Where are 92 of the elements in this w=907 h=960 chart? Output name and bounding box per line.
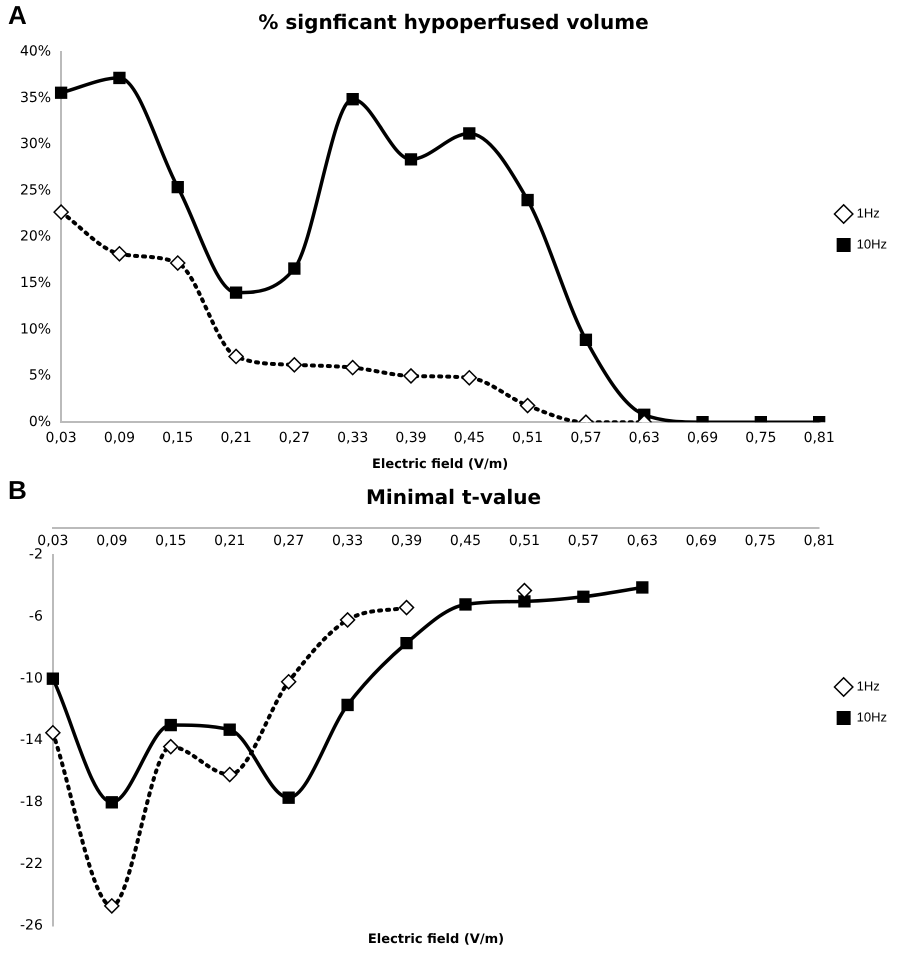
y-tick-label: -6 [28, 608, 43, 624]
x-tick-label: 0,57 [570, 430, 602, 446]
y-tick-label: -18 [20, 794, 43, 810]
y-tick-label: -10 [20, 670, 43, 686]
point [53, 204, 69, 220]
x-tick-label: 0,03 [37, 533, 68, 550]
point [340, 612, 356, 628]
point [280, 674, 296, 690]
point [282, 792, 295, 804]
y-tick-label: 5% [28, 368, 52, 384]
point [163, 738, 179, 754]
x-axis-title: Electric field (V/m) [368, 932, 504, 947]
point [404, 153, 418, 166]
x-tick-label: 0,39 [395, 430, 427, 446]
point [403, 368, 419, 384]
point [636, 581, 648, 594]
point [164, 718, 177, 732]
y-tick-label: -22 [20, 856, 43, 872]
point [172, 180, 184, 194]
point [459, 598, 472, 611]
text: B [8, 475, 27, 506]
y-tick-label: 25% [20, 182, 52, 198]
point [170, 255, 186, 271]
text: A [8, 0, 27, 30]
point [341, 698, 354, 712]
x-tick-label: 0,69 [686, 533, 717, 550]
x-tick-label: 0,27 [278, 430, 310, 446]
point [520, 398, 536, 414]
point [398, 600, 414, 616]
x-tick-label: 0,15 [162, 430, 194, 446]
x-tick-label: 0,75 [745, 430, 776, 446]
point [45, 725, 61, 741]
legend-label: 1Hz [856, 678, 880, 694]
point [521, 194, 534, 206]
point [222, 766, 238, 782]
y-tick-label: 40% [20, 44, 52, 60]
point [344, 360, 360, 376]
point [46, 672, 60, 685]
legend-label: 10Hz [856, 236, 888, 252]
point [286, 357, 302, 373]
x-tick-label: 0,39 [390, 533, 422, 550]
x-tick-label: 0,03 [46, 430, 77, 446]
point [462, 370, 478, 386]
point [516, 582, 532, 598]
y-tick-label: 20% [20, 228, 52, 245]
point [463, 127, 476, 140]
y-tick-label: 0% [28, 414, 52, 430]
y-tick-label: 35% [20, 90, 52, 106]
chart-title: % signficant hypoperfused volume [258, 10, 649, 34]
point [228, 348, 244, 364]
x-tick-label: 0,09 [104, 430, 136, 446]
point [54, 86, 68, 99]
x-tick-label: 0,45 [454, 430, 485, 446]
x-tick-label: 0,81 [804, 533, 835, 550]
x-tick-label: 0,21 [214, 533, 246, 550]
x-tick-label: 0,09 [96, 533, 128, 550]
y-tick-label: 10% [20, 321, 52, 338]
x-axis-title: Electric field (V/m) [372, 456, 508, 472]
x-tick-label: 0,81 [804, 430, 835, 446]
x-tick-label: 0,75 [744, 533, 776, 550]
point [346, 93, 359, 106]
point [112, 246, 128, 262]
point [288, 262, 301, 275]
point [580, 334, 592, 346]
y-tick-label: 15% [20, 275, 52, 292]
x-tick-label: 0,69 [686, 430, 718, 446]
y-tick-label: 30% [20, 136, 52, 152]
chart-title: Minimal t-value [366, 485, 542, 510]
x-tick-label: 0,33 [332, 533, 364, 550]
x-tick-label: 0,45 [450, 533, 482, 550]
y-tick-label: -2 [28, 546, 43, 563]
point [106, 796, 118, 808]
x-tick-label: 0,21 [220, 430, 252, 446]
x-tick-label: 0,63 [628, 430, 660, 446]
point [104, 898, 120, 914]
x-tick-label: 0,57 [568, 533, 599, 550]
point [400, 636, 413, 650]
x-tick-label: 0,15 [155, 533, 186, 550]
x-tick-label: 0,33 [337, 430, 368, 446]
y-tick-label: -14 [20, 732, 43, 748]
x-tick-label: 0,27 [273, 533, 304, 550]
point [518, 595, 531, 608]
legend-label: 1Hz [856, 206, 880, 221]
x-tick-label: 0,51 [512, 430, 544, 446]
legend-label: 10Hz [856, 710, 888, 725]
x-tick-label: 0,51 [508, 533, 540, 550]
point [224, 724, 236, 736]
point [113, 72, 126, 84]
point [577, 590, 590, 603]
point [230, 286, 242, 299]
y-tick-label: -26 [20, 918, 43, 934]
x-tick-label: 0,63 [626, 533, 658, 550]
